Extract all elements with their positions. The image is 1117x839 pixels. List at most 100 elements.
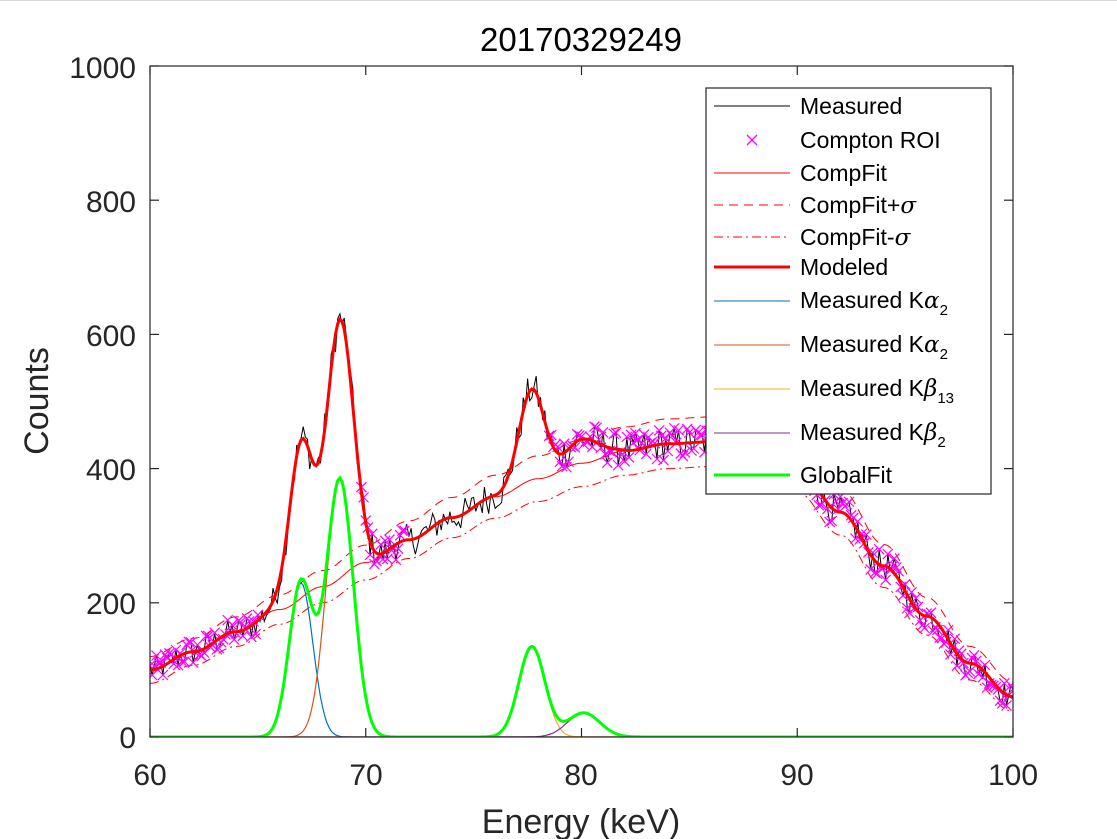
legend-label-k-beta13: Measured Kβ13 <box>800 375 954 407</box>
series-k-alpha2-b <box>150 477 1013 737</box>
legend-sample-marker <box>746 134 758 146</box>
axes-box <box>149 65 1014 738</box>
chart-title: 20170329249 <box>480 21 682 58</box>
compton-roi-marker <box>957 657 969 669</box>
compton-roi-marker <box>610 427 622 439</box>
legend-label-compfit-plus: CompFit+σ <box>800 192 917 219</box>
compton-roi-marker <box>640 448 652 460</box>
legend-label-compfit: CompFit <box>800 160 888 186</box>
legend-label-k-beta2: Measured Kβ2 <box>800 419 946 451</box>
legend-label-compfit-minus: CompFit-σ <box>800 224 912 251</box>
legend-box <box>705 87 992 495</box>
y-tick-label: 800 <box>86 186 136 219</box>
compton-roi-marker <box>882 548 894 560</box>
series-compfit-minus-sigma <box>150 466 1013 712</box>
compton-roi-marker <box>187 657 199 668</box>
compton-roi-marker <box>694 429 706 441</box>
compton-roi-marker <box>211 643 223 655</box>
legend-label-globalfit: GlobalFit <box>800 462 893 488</box>
legend-label-k-alpha2-b: Measured Kα2 <box>800 331 948 363</box>
compton-roi-marker <box>873 543 885 555</box>
x-tick-label: 80 <box>564 759 597 792</box>
legend-label-modeled: Modeled <box>800 254 888 280</box>
compton-roi-marker <box>919 622 930 634</box>
compton-roi-marker <box>683 427 695 438</box>
compton-roi-marker <box>183 636 195 648</box>
y-tick-label: 600 <box>86 320 136 353</box>
compton-roi-marker <box>1001 700 1012 711</box>
compton-roi-marker <box>951 660 963 672</box>
compton-roi-marker <box>867 547 879 559</box>
compton-roi-marker <box>371 555 382 567</box>
compton-roi-marker <box>399 525 411 537</box>
compton-roi-marker <box>888 553 900 564</box>
compton-roi-marker <box>233 615 244 627</box>
y-tick-label: 400 <box>86 454 136 487</box>
compton-roi-marker <box>886 561 898 573</box>
compton-roi-marker <box>651 453 663 465</box>
compton-roi-marker <box>660 433 672 444</box>
compton-roi-marker <box>679 447 691 458</box>
compton-roi-marker <box>556 460 568 472</box>
series-globalfit <box>150 475 1013 737</box>
compton-roi-marker <box>196 650 208 662</box>
compton-roi-marker <box>826 515 838 527</box>
compton-roi-marker <box>228 634 240 646</box>
compton-roi-marker <box>176 656 188 668</box>
compton-roi-marker <box>151 650 162 662</box>
compton-roi-marker <box>589 421 600 433</box>
compton-roi-marker <box>677 450 689 462</box>
compton-roi-marker <box>250 628 262 640</box>
compton-roi-marker <box>397 525 408 537</box>
y-tick-label: 200 <box>86 588 136 621</box>
compton-roi-marker <box>591 422 603 434</box>
compton-roi-marker <box>157 669 169 681</box>
y-tick-label: 1000 <box>69 52 136 85</box>
compton-roi-marker <box>192 639 203 651</box>
compton-roi-marker <box>170 644 182 656</box>
compton-roi-marker <box>601 457 613 469</box>
compton-roi-marker <box>200 630 212 642</box>
compton-roi-marker <box>172 659 184 671</box>
compton-roi-marker <box>998 677 1010 689</box>
compton-roi-marker <box>681 423 693 435</box>
compton-roi-marker <box>824 516 836 528</box>
compton-roi-marker <box>235 616 247 628</box>
compton-roi-marker <box>837 497 848 509</box>
compton-roi-marker <box>880 574 892 586</box>
compton-roi-marker <box>150 669 158 681</box>
x-tick-label: 90 <box>780 759 813 792</box>
compton-roi-marker <box>612 459 624 471</box>
compton-roi-marker <box>608 428 620 440</box>
compton-roi-marker <box>209 627 221 639</box>
compton-roi-marker <box>1005 680 1013 691</box>
compton-roi-marker <box>381 553 393 565</box>
compton-roi-marker <box>202 630 214 642</box>
x-tick-label: 70 <box>349 759 382 792</box>
compton-roi-marker <box>558 438 570 450</box>
compton-roi-marker <box>688 443 700 454</box>
legend-label-measured: Measured <box>800 93 902 119</box>
x-tick-label: 100 <box>988 759 1038 792</box>
legend-label-k-alpha2-a: Measured Kα2 <box>800 287 948 319</box>
compton-roi-marker <box>377 553 389 565</box>
compton-roi-marker <box>213 642 225 654</box>
compton-roi-marker <box>813 499 825 511</box>
compton-roi-marker <box>597 426 609 438</box>
compton-roi-marker <box>384 534 395 545</box>
compton-roi-marker <box>163 647 175 659</box>
compton-roi-marker <box>658 454 669 466</box>
legend: Measured Compton ROI CompFit CompFit+σ C… <box>705 87 992 495</box>
compton-roi-marker <box>379 535 391 547</box>
compton-roi-marker <box>560 461 572 473</box>
compton-roi-marker <box>662 445 674 457</box>
legend-label-compton-roi: Compton ROI <box>800 127 941 153</box>
series-modeled <box>150 316 1013 699</box>
compton-roi-marker <box>843 496 855 508</box>
compton-roi-marker <box>179 656 190 667</box>
compton-roi-marker <box>964 665 976 677</box>
compton-roi-marker <box>390 554 402 566</box>
compton-roi-marker <box>968 649 980 661</box>
